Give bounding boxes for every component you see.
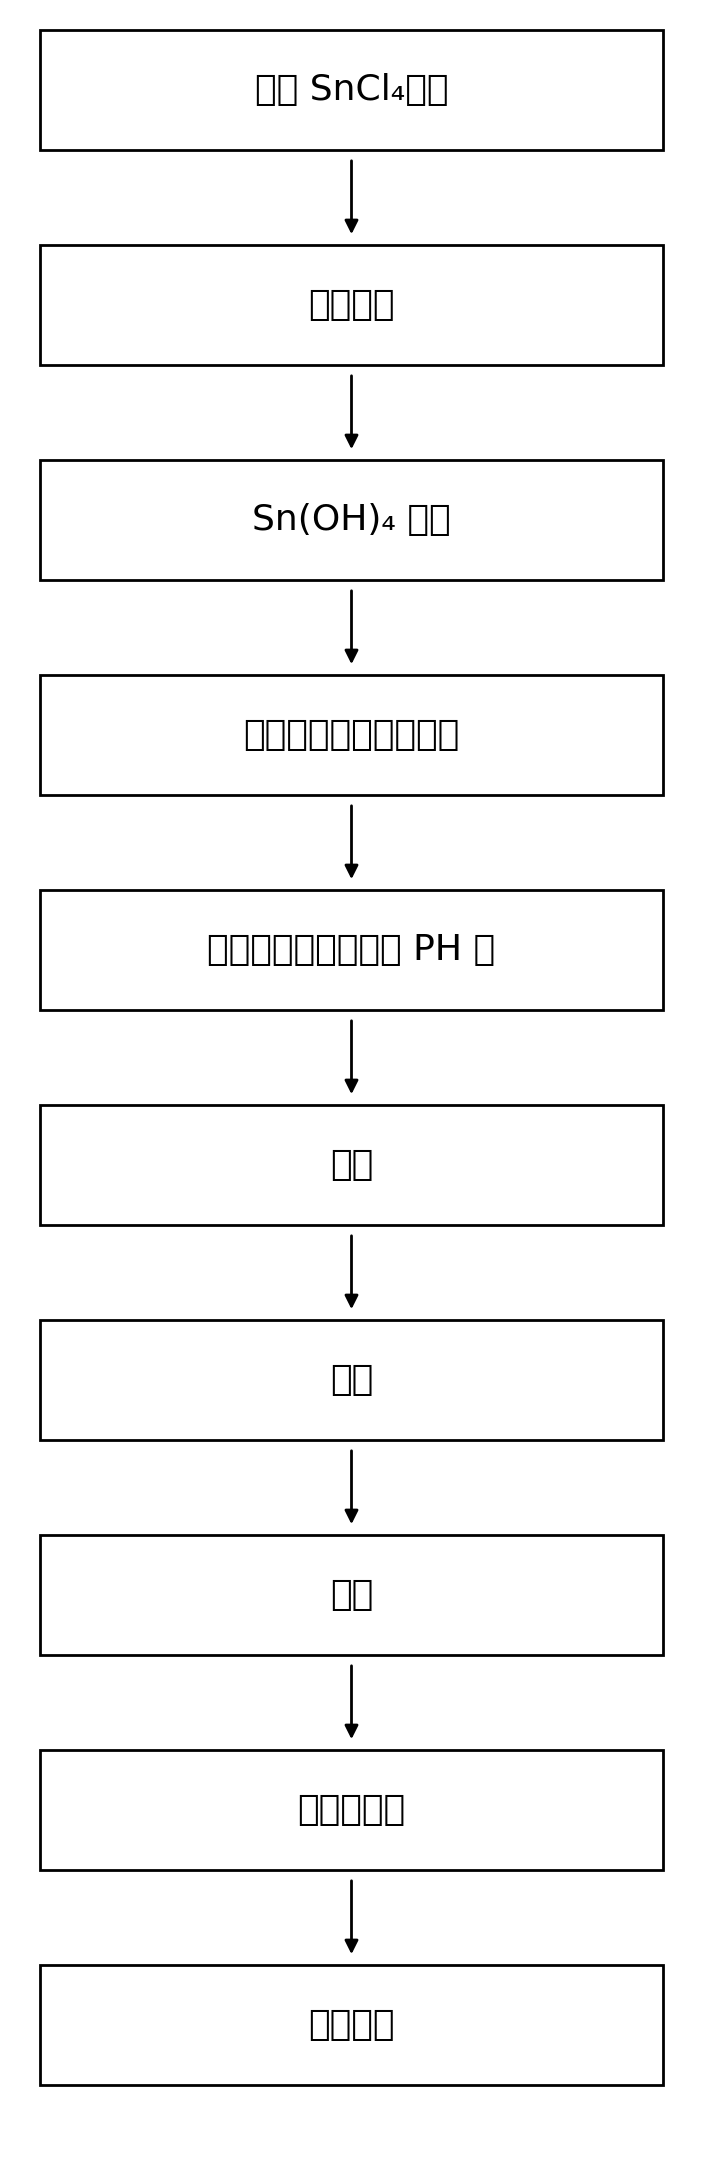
- Bar: [40, 889, 663, 1010]
- Bar: [40, 1534, 663, 1655]
- Text: 离心洗涤，除去氯离子: 离心洗涤，除去氯离子: [243, 719, 460, 751]
- Bar: [40, 1750, 663, 1871]
- Text: 加入氨水: 加入氨水: [308, 287, 395, 322]
- Bar: [40, 460, 663, 581]
- Text: 凝胶: 凝胶: [330, 1577, 373, 1612]
- Bar: [40, 1321, 663, 1439]
- Text: Sn(OH)₄ 沉淀: Sn(OH)₄ 沉淀: [252, 503, 451, 537]
- Bar: [40, 30, 663, 151]
- Text: 配制 SnCl₄溶液: 配制 SnCl₄溶液: [254, 73, 449, 108]
- Bar: [40, 1966, 663, 2085]
- Bar: [40, 675, 663, 794]
- Text: 老化: 老化: [330, 1364, 373, 1396]
- Bar: [40, 246, 663, 365]
- Text: 烘干，烧结: 烘干，烧结: [297, 1793, 406, 1828]
- Bar: [40, 1105, 663, 1226]
- Text: 加入草酸溶液，调节 PH 值: 加入草酸溶液，调节 PH 值: [207, 932, 496, 967]
- Text: 溶胶: 溶胶: [330, 1148, 373, 1183]
- Text: 目的产物: 目的产物: [308, 2007, 395, 2041]
